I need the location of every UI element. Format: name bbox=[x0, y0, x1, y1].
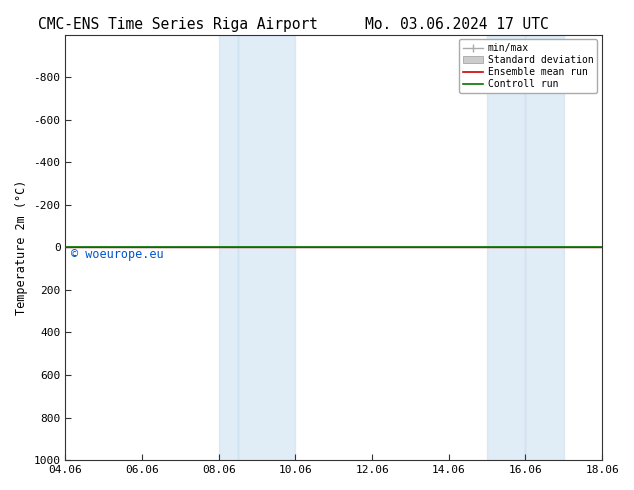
Bar bbox=[219, 35, 238, 460]
Bar bbox=[238, 35, 295, 460]
Text: © woeurope.eu: © woeurope.eu bbox=[71, 248, 164, 261]
Text: CMC-ENS Time Series Riga Airport: CMC-ENS Time Series Riga Airport bbox=[37, 17, 318, 32]
Text: Mo. 03.06.2024 17 UTC: Mo. 03.06.2024 17 UTC bbox=[365, 17, 548, 32]
Y-axis label: Temperature 2m (°C): Temperature 2m (°C) bbox=[15, 180, 28, 315]
Bar bbox=[526, 35, 564, 460]
Bar bbox=[487, 35, 526, 460]
Legend: min/max, Standard deviation, Ensemble mean run, Controll run: min/max, Standard deviation, Ensemble me… bbox=[460, 40, 597, 93]
